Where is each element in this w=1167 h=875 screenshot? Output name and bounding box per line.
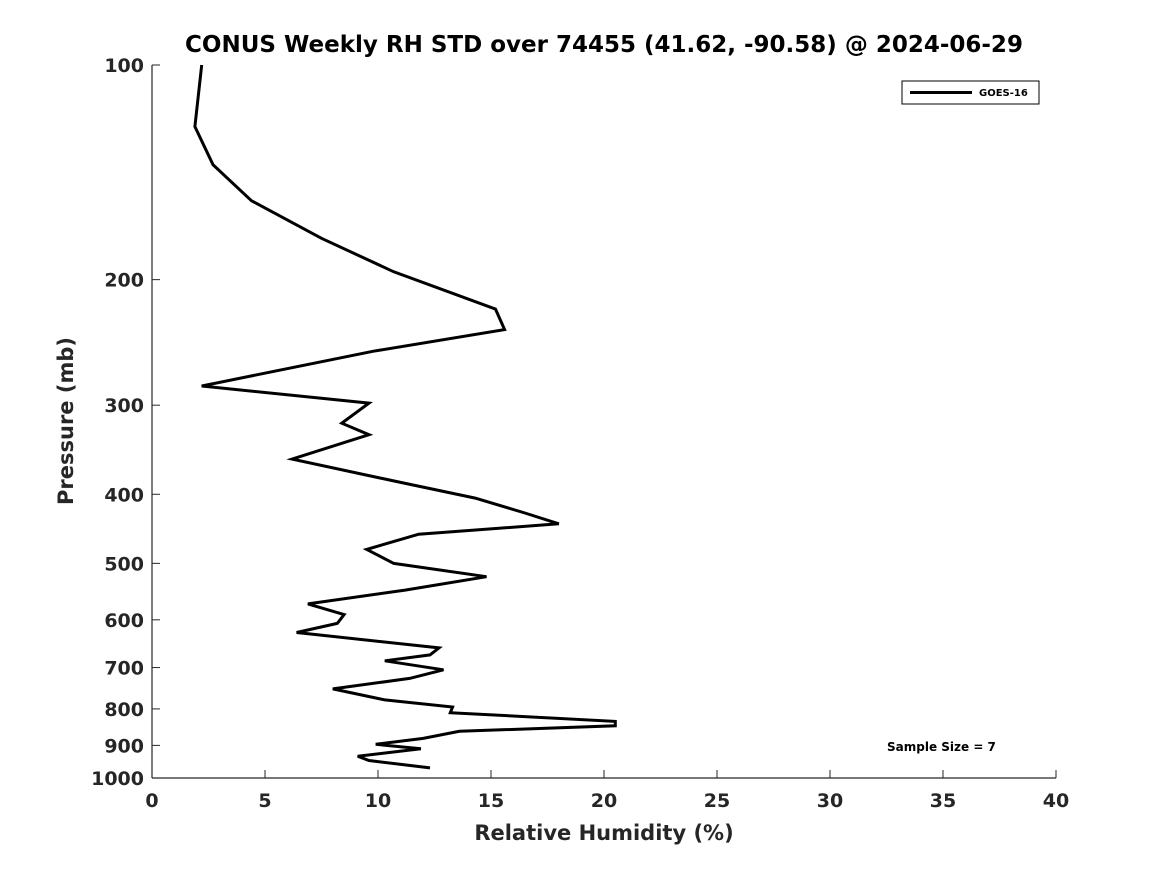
y-tick-label: 100	[104, 55, 144, 77]
plot-area	[152, 65, 1056, 778]
x-tick-label: 20	[591, 790, 617, 812]
x-tick-label: 25	[704, 790, 730, 812]
series-layer	[193, 64, 617, 770]
x-tick-label: 10	[365, 790, 391, 812]
y-tick-label: 200	[104, 270, 144, 292]
series-line-goes-16	[193, 64, 617, 770]
x-tick-label: 15	[478, 790, 504, 812]
y-axis-ticks: 100 200 300 400 500 600 700 800 900 1000	[91, 55, 160, 790]
chart-title: CONUS Weekly RH STD over 74455 (41.62, -…	[185, 32, 1023, 58]
legend-entry-label: GOES-16	[979, 88, 1028, 99]
x-tick-label: 5	[258, 790, 271, 812]
sample-size-annotation: Sample Size = 7	[887, 740, 996, 754]
x-axis-label: Relative Humidity (%)	[474, 821, 733, 845]
y-tick-label: 1000	[91, 768, 144, 790]
y-tick-label: 700	[104, 658, 144, 680]
y-tick-label: 300	[104, 395, 144, 417]
y-tick-label: 500	[104, 553, 144, 575]
x-axis-ticks: 0 5 10 15 20 25 30 35 40	[145, 770, 1069, 812]
x-tick-label: 40	[1043, 790, 1069, 812]
y-tick-label: 800	[104, 699, 144, 721]
x-tick-label: 35	[930, 790, 956, 812]
legend: GOES-16	[901, 80, 1040, 105]
y-axis-label: Pressure (mb)	[54, 337, 78, 505]
x-tick-label: 30	[817, 790, 843, 812]
y-tick-label: 900	[104, 735, 144, 757]
x-tick-label: 0	[145, 790, 158, 812]
y-tick-label: 600	[104, 610, 144, 632]
y-tick-label: 400	[104, 484, 144, 506]
